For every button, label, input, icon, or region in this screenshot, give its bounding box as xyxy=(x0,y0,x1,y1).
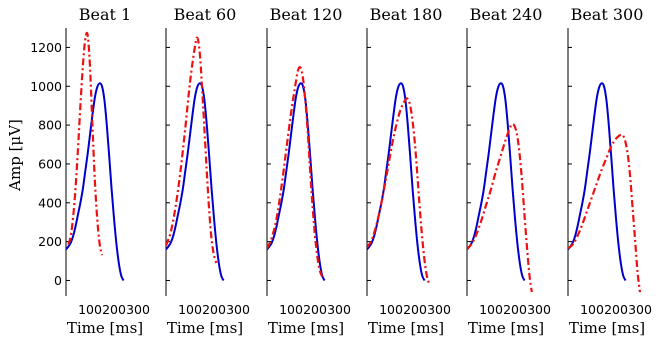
panel-2-xlabel: Time [ms] xyxy=(167,319,243,337)
panel-2-dashed-line xyxy=(166,36,218,264)
panel-5-xtick-label: 200 xyxy=(503,302,527,317)
panel-6-xlabel: Time [ms] xyxy=(569,319,645,337)
ytick-label: 1200 xyxy=(30,40,62,55)
panel-3-dashed-line xyxy=(267,66,324,278)
panel-5-title: Beat 240 xyxy=(470,5,543,24)
panel-3-xtick-label: 200 xyxy=(303,302,327,317)
panel-4-xlabel: Time [ms] xyxy=(368,319,444,337)
ytick-label: 0 xyxy=(54,273,62,288)
curves-layer xyxy=(66,31,642,293)
panel-3-xtick-label: 100 xyxy=(279,302,303,317)
panel-4-title: Beat 180 xyxy=(370,5,443,24)
ytick-label: 400 xyxy=(38,195,62,210)
panel-6-xtick-label: 200 xyxy=(604,302,628,317)
panel-2-xtick-label: 100 xyxy=(178,302,202,317)
panel-2-title: Beat 60 xyxy=(174,5,237,24)
panel-1-xtick-label: 200 xyxy=(102,302,126,317)
panel-4-xtick-label: 300 xyxy=(427,302,451,317)
panel-3-xlabel: Time [ms] xyxy=(268,319,344,337)
panel-1-xlabel: Time [ms] xyxy=(67,319,143,337)
panel-4-reference-line xyxy=(367,82,426,281)
panel-4-xtick-label: 100 xyxy=(379,302,403,317)
ytick-label: 800 xyxy=(38,118,62,133)
panel-1-title: Beat 1 xyxy=(79,5,131,24)
panel-6-xtick-label: 300 xyxy=(628,302,652,317)
ytick-label: 1000 xyxy=(30,79,62,94)
panel-4-dashed-line xyxy=(367,97,431,285)
y-axis-label: Amp [μV] xyxy=(6,119,24,192)
ytick-label: 600 xyxy=(38,156,62,171)
panel-4-xtick-label: 200 xyxy=(403,302,427,317)
panel-2-reference-line xyxy=(166,82,225,281)
panel-1-dashed-line xyxy=(67,31,104,256)
panel-6-xtick-label: 100 xyxy=(580,302,604,317)
panel-3-xtick-label: 300 xyxy=(327,302,351,317)
panel-5-xtick-label: 100 xyxy=(479,302,503,317)
panel-6-reference-line xyxy=(568,82,627,281)
panel-2-xtick-label: 200 xyxy=(202,302,226,317)
panel-1-xtick-label: 300 xyxy=(126,302,150,317)
panel-5-xtick-label: 300 xyxy=(527,302,551,317)
panel-1-reference-line xyxy=(66,82,125,281)
panel-5-dashed-line xyxy=(467,122,533,293)
panel-3-reference-line xyxy=(267,82,326,281)
panel-5-reference-line xyxy=(467,82,526,281)
ytick-label: 200 xyxy=(38,234,62,249)
panel-6-title: Beat 300 xyxy=(571,5,644,24)
axes-layer xyxy=(65,28,572,296)
panel-1-xtick-label: 100 xyxy=(78,302,102,317)
panel-6-dashed-line xyxy=(568,133,642,293)
panel-3-title: Beat 120 xyxy=(270,5,343,24)
panel-5-xlabel: Time [ms] xyxy=(468,319,544,337)
panel-2-xtick-label: 300 xyxy=(226,302,250,317)
